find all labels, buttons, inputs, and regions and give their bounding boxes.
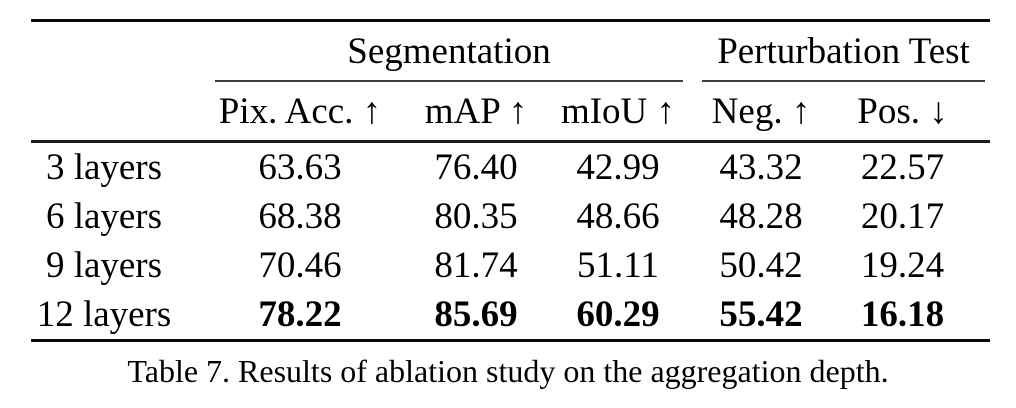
cell-neg: 50.42: [719, 244, 803, 286]
cell-pos: 16.18: [860, 293, 945, 335]
row-label: 9 layers: [45, 244, 163, 286]
table-bottom-rule: [31, 338, 990, 342]
group-header-segmentation: Segmentation: [347, 30, 551, 72]
segmentation-underline-rule: [215, 80, 683, 82]
table-mid-rule: [31, 140, 990, 143]
cell-miou: 60.29: [576, 293, 660, 335]
cell-pos: 22.57: [860, 146, 945, 188]
table-row-9-layers: 9 layers 70.46 81.74 51.11 50.42 19.24: [31, 241, 990, 290]
group-underline-row: [31, 80, 990, 82]
cell-map: 76.40: [434, 146, 518, 188]
cell-map: 81.74: [434, 244, 518, 286]
column-header-map: mAP ↑: [424, 90, 528, 132]
table-row-12-layers: 12 layers 78.22 85.69 60.29 55.42 16.18: [31, 290, 990, 339]
cell-miou: 48.66: [576, 195, 660, 237]
cell-map: 85.69: [434, 293, 518, 335]
cell-pos: 19.24: [860, 244, 945, 286]
table-caption: Table 7. Results of ablation study on th…: [127, 353, 889, 389]
results-table: Segmentation Perturbation Test Pix. Acc.…: [31, 19, 990, 342]
column-header-pix-acc: Pix. Acc. ↑: [218, 90, 382, 132]
column-header-neg: Neg. ↑: [711, 90, 811, 132]
group-header-perturbation-test: Perturbation Test: [717, 30, 970, 72]
table-row-6-layers: 6 layers 68.38 80.35 48.66 48.28 20.17: [31, 192, 990, 241]
column-header-miou: mIoU ↑: [560, 90, 676, 132]
cell-map: 80.35: [434, 195, 518, 237]
cell-neg: 43.32: [719, 146, 803, 188]
column-header-row: Pix. Acc. ↑ mAP ↑ mIoU ↑ Neg. ↑ Pos. ↓: [31, 82, 990, 140]
cell-pix-acc: 63.63: [258, 146, 342, 188]
cell-pix-acc: 78.22: [258, 293, 342, 335]
table-row-3-layers: 3 layers 63.63 76.40 42.99 43.32 22.57: [31, 143, 990, 192]
cell-miou: 42.99: [576, 146, 660, 188]
table-top-rule: [31, 19, 990, 22]
cell-neg: 48.28: [719, 195, 803, 237]
row-label: 12 layers: [36, 293, 172, 335]
column-header-pos: Pos. ↓: [857, 90, 948, 132]
cell-miou: 51.11: [577, 244, 659, 286]
row-label: 6 layers: [45, 195, 163, 237]
row-label: 3 layers: [45, 146, 163, 188]
cell-pix-acc: 70.46: [258, 244, 342, 286]
cell-neg: 55.42: [719, 293, 803, 335]
column-group-header-row: Segmentation Perturbation Test: [31, 22, 990, 80]
cell-pix-acc: 68.38: [258, 195, 342, 237]
cell-pos: 20.17: [860, 195, 945, 237]
perturbation-underline-rule: [702, 80, 985, 82]
